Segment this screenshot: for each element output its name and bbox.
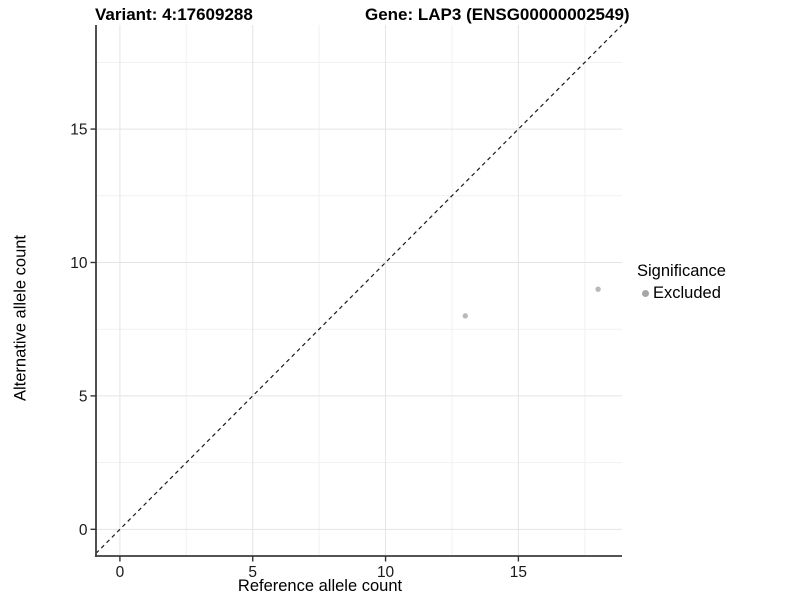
x-tick-label: 10 [377,564,395,581]
y-tick-label: 5 [79,388,88,405]
x-axis-title: Reference allele count [237,577,403,595]
data-point [462,313,468,319]
x-tick-label: 0 [116,564,125,581]
gene-title: Gene: LAP3 (ENSG00000002549) [365,5,630,24]
x-tick-label: 5 [248,564,257,581]
legend-item-excluded: Excluded [637,285,726,302]
legend-item-label: Excluded [653,284,721,302]
y-tick-label: 15 [70,122,87,139]
variant-title: Variant: 4:17609288 [95,5,253,24]
y-tick-label: 10 [70,255,88,272]
legend-title: Significance [637,262,726,280]
x-tick-label: 15 [510,564,527,581]
identity-reference-line [95,24,623,554]
legend-point-icon [642,290,649,297]
legend: Significance Excluded [637,262,726,302]
y-tick-label: 0 [79,522,88,539]
data-point [595,286,601,292]
y-axis-title: Alternative allele count [11,234,30,402]
